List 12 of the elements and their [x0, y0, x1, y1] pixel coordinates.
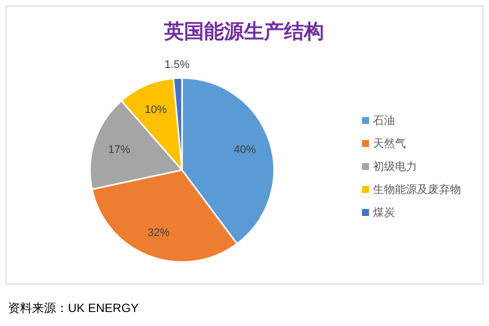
data-label: 1.5% [164, 59, 190, 72]
data-label: 10% [144, 104, 168, 116]
data-label: 17% [108, 144, 130, 156]
data-label: 32% [148, 227, 170, 240]
legend-label: 初级电力 [373, 160, 417, 173]
legend-label: 生物能源及废弃物 [373, 183, 461, 196]
legend-label: 煤炭 [373, 206, 395, 219]
data-label: 40% [234, 144, 256, 156]
legend-label: 天然气 [373, 138, 406, 150]
legend-label: 石油 [373, 114, 395, 127]
chart-title: 英国能源生产结构 [163, 20, 324, 43]
text: 资料来源：UK ENERGY [8, 301, 139, 315]
